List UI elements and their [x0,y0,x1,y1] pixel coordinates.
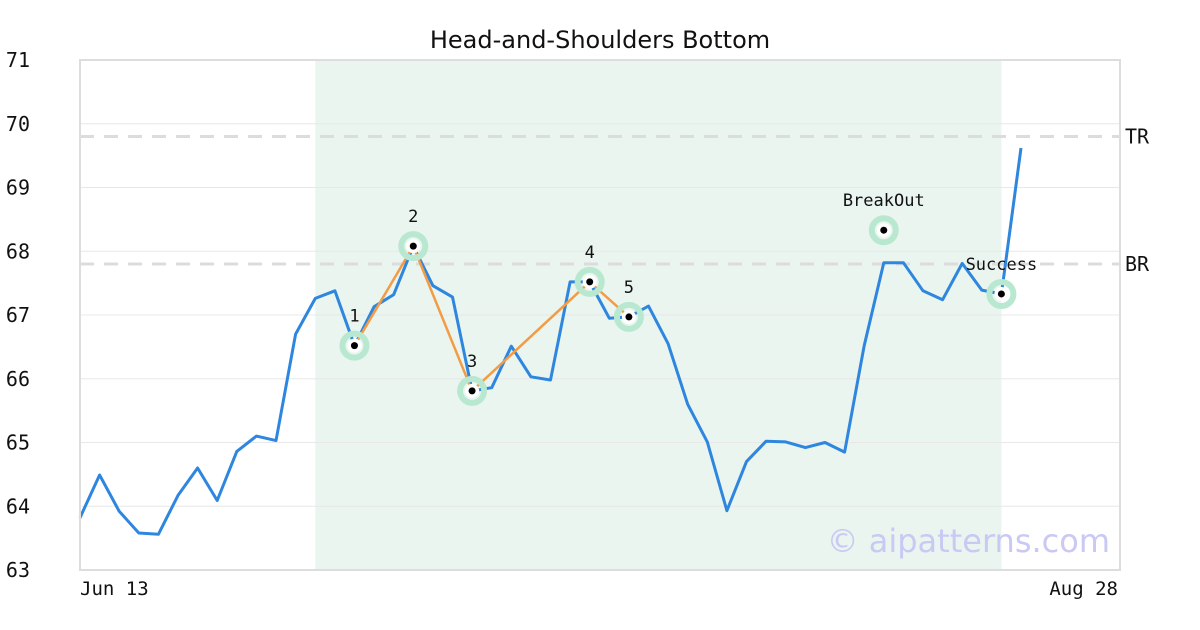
marker-halo [986,278,1017,309]
y-tick-label: 65 [6,431,30,455]
marker-dot [468,387,476,395]
marker-dot [997,290,1005,298]
marker-halo [398,231,429,262]
marker-label: 4 [585,243,595,263]
marker-label: BreakOut [843,191,925,211]
marker-dot [880,226,888,234]
marker-label: Success [966,255,1038,275]
marker-halo [457,375,488,406]
level-label: TR [1125,125,1150,149]
marker-halo [613,301,644,332]
price-series-line [78,147,1023,536]
marker-dot [350,342,358,350]
marker-label: 3 [467,352,477,372]
y-tick-label: 67 [6,303,30,327]
marker-dot [625,313,633,321]
marker-label: 5 [624,278,634,298]
y-tick-label: 68 [6,239,30,263]
y-tick-label: 70 [6,112,30,136]
marker-dot [409,242,417,250]
y-tick-label: 63 [6,558,30,582]
y-tick-label: 71 [6,48,30,72]
x-tick-label-end: Aug 28 [1049,578,1118,600]
marker-halo [868,215,899,246]
marker-halo [574,266,605,297]
chart-title: Head-and-Shoulders Bottom [430,26,770,54]
marker-halo [339,330,370,361]
y-tick-label: 66 [6,367,30,391]
marker-label: 1 [349,307,359,327]
plot-frame [79,59,1121,571]
y-tick-label: 69 [6,176,30,200]
marker-dot [586,278,594,286]
x-tick-label-start: Jun 13 [80,578,149,600]
watermark: © aipatterns.com [827,522,1110,560]
marker-label: 2 [408,207,418,227]
y-tick-label: 64 [6,494,30,518]
level-label: BR [1125,252,1150,276]
